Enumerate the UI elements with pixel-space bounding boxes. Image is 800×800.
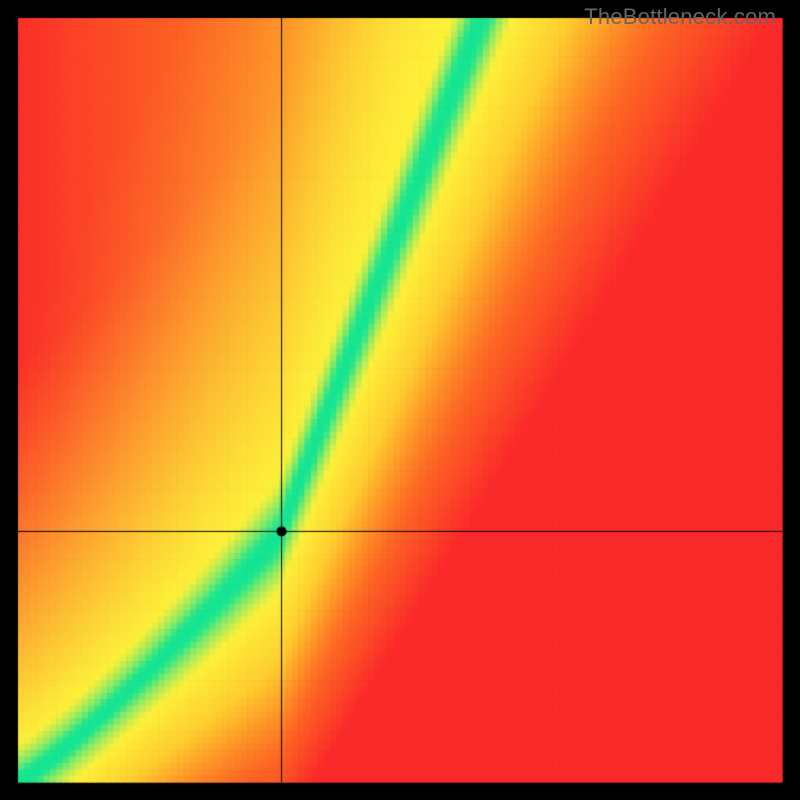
heatmap-canvas [0, 0, 800, 800]
watermark-text: TheBottleneck.com [584, 4, 776, 30]
